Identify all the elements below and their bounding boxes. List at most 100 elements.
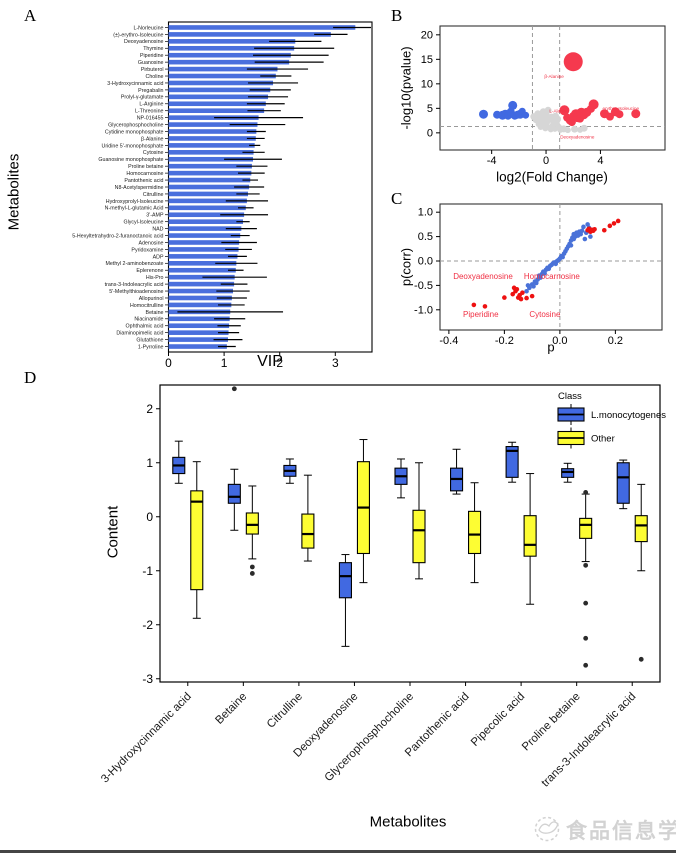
panel-border: [439, 203, 663, 331]
metabolites-d-axis-title: Metabolites: [369, 813, 447, 831]
vip-bar: [168, 240, 240, 245]
loadings-point: [579, 228, 585, 234]
vip-bar: [168, 267, 236, 273]
significant-point: [611, 221, 617, 226]
y-tick-label: 0: [146, 510, 153, 524]
significant-point: [520, 290, 525, 296]
y-tick-label: -2: [142, 618, 153, 632]
x-tick-label: 1: [221, 356, 228, 370]
metabolite-label: trans-3-Indoleacrylic acid: [105, 282, 164, 288]
vip-bar: [168, 205, 246, 211]
metabolite-label: (±)-erythro-Isoleucine: [113, 32, 163, 38]
significant-point: [601, 227, 607, 233]
vip-bar: [168, 52, 291, 58]
outlier-point: [249, 571, 255, 576]
vip-bar: [168, 115, 259, 120]
metabolite-label: Cytidine monophosphate: [105, 129, 164, 135]
vip-bar: [168, 344, 227, 349]
x-tick-label: 4: [597, 155, 603, 167]
vip-bar: [168, 163, 252, 169]
vip-bar: [168, 233, 241, 238]
metabolite-label: L-Arginine: [139, 102, 163, 108]
metabolite-label: Glycyl-Isoleucine: [123, 220, 163, 226]
vip-bar: [168, 316, 230, 322]
metabolite-label: Uridine 5'-monophosphate: [102, 143, 164, 149]
vip-bar: [168, 73, 276, 79]
metabolite-label: Pyridoxamine: [131, 247, 163, 253]
vip-bar: [168, 101, 266, 107]
box: [634, 515, 648, 543]
not-significant-point: [554, 115, 562, 123]
vip-bar: [168, 87, 271, 93]
vip-bar: [168, 191, 249, 197]
bottom-edge-bar: [0, 850, 676, 853]
vip-bar: [168, 302, 232, 308]
vip-bar: [168, 80, 274, 86]
content-axis-title: Content: [104, 505, 122, 559]
metabolite-label: Pantothenic acid: [124, 178, 163, 184]
metabolite-label: N-methyl-L-glutamic Acid: [105, 206, 164, 212]
vip-bar: [168, 212, 245, 218]
up-regulated-point: [563, 52, 583, 72]
vip-bar: [168, 122, 258, 127]
metabolite-label: 5'-Methylthioadenosine: [109, 289, 163, 295]
vip-bar: [168, 129, 257, 134]
vip-bar: [168, 281, 235, 287]
vip-bar: [168, 59, 290, 65]
significant-point: [482, 304, 488, 309]
significant-point: [514, 287, 520, 292]
box: [523, 515, 537, 557]
vip-bar: [168, 136, 256, 141]
metabolite-label: Choline: [146, 74, 164, 80]
metabolite-label: 3-Hydroxycinnamic acid: [107, 81, 163, 87]
metabolite-label: N8-Acetylspermidine: [115, 185, 164, 191]
box: [190, 490, 204, 591]
vip-bar: [168, 156, 254, 162]
panel-c-label: C: [391, 189, 403, 208]
metabolite-label: Ophthalmic acid: [126, 324, 164, 330]
vip-bar: [168, 254, 238, 259]
not-significant-point: [580, 124, 588, 132]
log2fc-axis-title: log2(Fold Change): [496, 169, 608, 185]
outlier-point: [638, 656, 644, 662]
up-regulated-point: [615, 110, 624, 119]
significant-point: [592, 226, 597, 232]
y-tick-label: -1: [142, 564, 153, 578]
metabolite-label: L-Norleucine: [133, 25, 163, 31]
x-tick-label: 0.2: [608, 335, 623, 347]
vip-bar: [168, 226, 242, 231]
watermark-text: 食品信息学: [566, 820, 676, 843]
x-tick-label: 2: [276, 356, 283, 370]
down-regulated-point: [522, 111, 530, 119]
y-tick-label: 0.0: [418, 255, 433, 267]
vip-bar: [168, 94, 269, 100]
p-axis-title: p: [547, 339, 555, 355]
down-regulated-point: [508, 100, 518, 110]
significant-point: [502, 295, 507, 300]
outlier-point: [583, 562, 589, 568]
metabolite-label: Hydroxyprolyl-Isoleucine: [106, 199, 164, 205]
up-regulated-point: [588, 99, 599, 110]
neglog10p-axis-title: -log10(pvalue): [398, 46, 414, 130]
significant-point: [518, 296, 524, 302]
vip-bar: [168, 170, 252, 176]
metabolites-axis-title: Metabolites: [5, 153, 23, 231]
vip-bar: [168, 288, 233, 294]
significant-point: [529, 293, 535, 299]
loadings-point: [527, 285, 532, 291]
y-tick-label: 15: [421, 54, 433, 66]
vip-bar: [168, 143, 255, 148]
watermark-logo-icon: [534, 816, 560, 842]
box: [245, 512, 259, 535]
metabolite-label: Pregabalin: [138, 88, 163, 94]
vip-bar: [168, 323, 230, 329]
outlier-point: [583, 600, 589, 606]
metabolite-label: His-Pro: [146, 275, 164, 281]
metabolite-label: Betaine: [146, 310, 164, 316]
metabolite-label: Proline betaine: [128, 164, 163, 170]
loadings-point: [568, 243, 574, 248]
vip-bar: [168, 198, 247, 204]
vip-bar: [168, 45, 295, 51]
box-category-label: 3-Hydroxycinnamic acid: [99, 691, 194, 786]
